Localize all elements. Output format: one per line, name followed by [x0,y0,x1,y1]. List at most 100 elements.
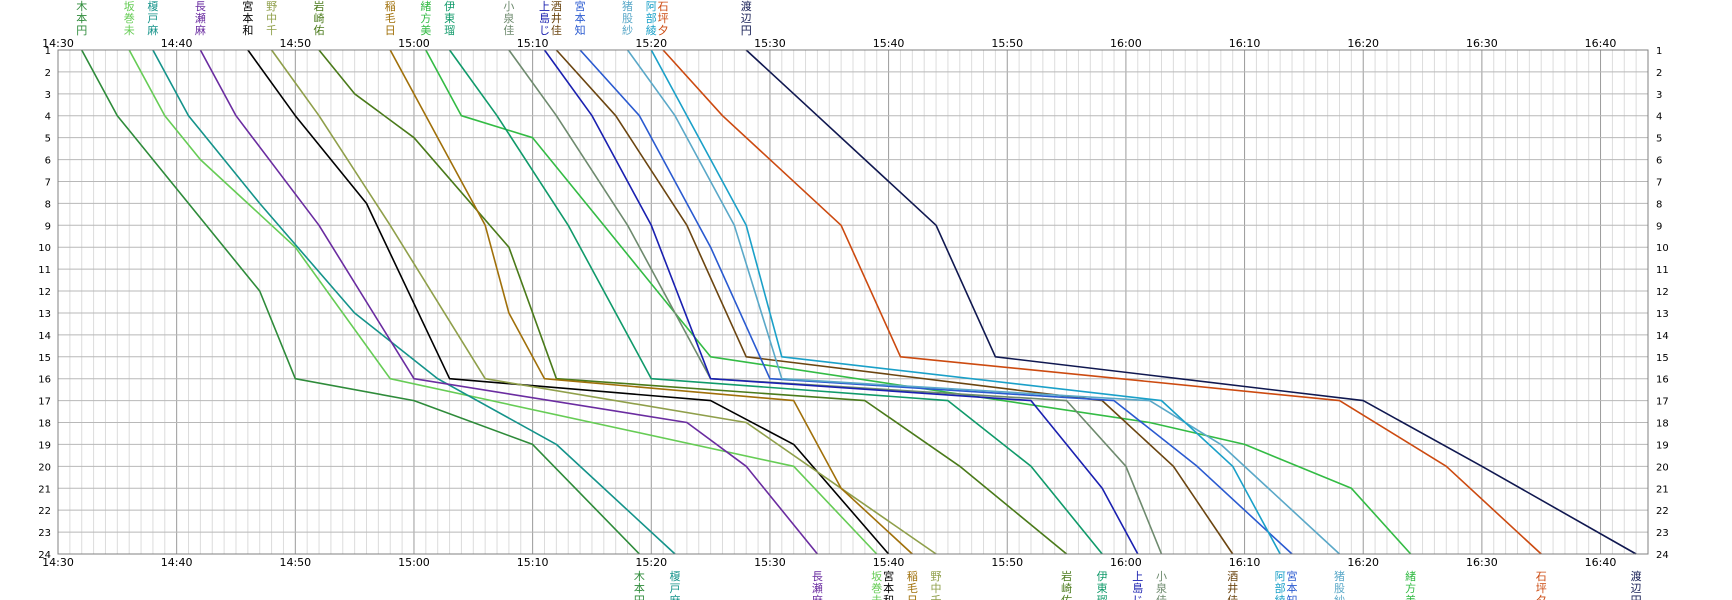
x-tick-label-top: 14:30 [42,37,74,50]
y-tick-label-left: 4 [45,112,51,123]
x-tick-label-top: 15:50 [991,37,1023,50]
series-name-top-char: 井 [551,11,562,25]
series-name-top-char: 夕 [658,24,669,37]
x-tick-label-bottom: 16:20 [1347,556,1379,569]
series-name-top-char: 坪 [658,12,669,25]
y-tick-label-right: 24 [1656,550,1669,561]
y-tick-label-left: 22 [38,506,51,517]
x-tick-label-top: 15:30 [754,37,786,50]
legend-top: 木本円坂巻未榎戸麻長瀬麻宮本和野中千岩崎佑稲毛日緒方美伊東瑠小泉佳上島じ酒井佳宮… [76,0,751,37]
y-tick-label-right: 2 [1656,68,1662,79]
series-line [318,49,1068,555]
series-name-top-char: 緒 [420,0,431,13]
y-tick-label-left: 20 [38,462,51,473]
series-name-top-char: 島 [539,11,550,25]
series-name-bottom-char: 宮 [1287,569,1298,583]
series-name-bottom-char: 瑠 [1097,594,1108,600]
series-name-bottom-char: 知 [1287,593,1298,600]
y-tick-label-right: 7 [1656,177,1662,188]
series-name-top-char: 小 [503,0,514,13]
series-name-bottom-char: 戸 [670,582,681,595]
y-tick-label-right: 9 [1656,221,1662,232]
series-name-bottom-char: 伊 [1097,570,1108,583]
series-name-bottom-char: 泉 [1156,581,1167,595]
y-tick-label-left: 19 [38,440,51,451]
y-tick-label-right: 17 [1656,397,1669,408]
series-line [389,49,913,555]
x-axis-bottom: 14:30 14:40 14:50 15:00 15:10 15:20 15:30 15:40… [42,556,1616,569]
series-name-bottom-char: 紗 [1334,594,1345,600]
x-tick-label-bottom: 16:10 [1229,556,1261,569]
y-tick-label-right: 19 [1656,440,1669,451]
series-name-bottom-char: 股 [1334,582,1345,595]
x-tick-label-top: 15:40 [873,37,905,50]
series-name-top-char: じ [539,24,550,37]
series-name-top-char: 円 [76,24,87,37]
series-name-top-char: 伊 [444,0,455,13]
series-name-bottom-char: 佑 [1061,593,1072,600]
series-line [662,49,1542,555]
series-name-bottom-char: 未 [871,594,882,600]
series-name-bottom-char: 東 [1097,582,1108,595]
series-name-top-char: 部 [646,11,657,25]
x-tick-label-bottom: 15:50 [991,556,1023,569]
series-name-bottom-char: 佳 [1227,593,1238,600]
series-name-top-char: 未 [124,24,135,37]
series-name-top-char: 股 [622,12,633,25]
series-name-bottom-char: 木 [634,570,645,583]
legend-bottom: 木本円 坂巻未 榎戸麻 長瀬麻 宮本和 野中千 岩崎佑 稲毛日 緒方美 伊東瑠 小泉佳 上島じ 酒井佳 宮… [634,569,1642,600]
x-tick-label-bottom: 15:30 [754,556,786,569]
series-line [199,49,819,555]
y-tick-label-right: 11 [1656,265,1669,276]
y-tick-label-right: 15 [1656,353,1669,364]
y-tick-label-left: 23 [38,528,51,539]
series-name-top-char: 麻 [195,23,206,37]
x-tick-label-top: 15:00 [398,37,430,50]
series-line [626,49,1341,555]
series-line [247,49,890,555]
y-tick-label-left: 9 [45,221,51,232]
series-name-top-char: 紗 [622,24,633,37]
series-name-bottom-char: 麻 [812,593,823,600]
series-name-bottom-char: 宮 [883,569,894,583]
x-tick-label-bottom: 16:40 [1585,556,1617,569]
series-name-top-char: 宮 [242,0,253,13]
y-tick-label-left: 12 [38,287,51,298]
series-name-bottom-char: じ [1132,594,1143,600]
y-tick-label-right: 1 [1656,46,1662,57]
series-name-bottom-char: 猪 [1334,570,1345,583]
series-line [745,49,1637,555]
x-tick-label-top: 16:30 [1466,37,1498,50]
x-tick-label-bottom: 14:30 [42,556,74,569]
y-tick-label-right: 5 [1656,134,1662,145]
series-name-top-char: 綾 [646,24,657,37]
y-tick-label-left: 24 [38,550,51,561]
series-name-bottom-char: 榎 [670,569,681,583]
y-tick-label-left: 16 [38,375,51,386]
series-name-top-char: 宮 [575,0,586,13]
y-tick-label-right: 20 [1656,462,1669,473]
series-name-bottom-char: 麻 [670,593,681,600]
series-line [555,49,1234,555]
y-tick-label-right: 23 [1656,528,1669,539]
x-tick-label-bottom: 15:40 [873,556,905,569]
series-name-top-char: 泉 [503,11,514,25]
y-tick-label-left: 17 [38,397,51,408]
y-tick-label-left: 2 [45,68,51,79]
series-name-top-char: 中 [266,12,277,25]
series-name-top-char: 石 [658,0,669,13]
series-name-bottom-char: 辺 [1631,582,1642,595]
series-name-top-char: 佑 [314,23,325,37]
series-line [152,49,676,555]
series-name-top-char: 榎 [147,0,158,13]
series-name-bottom-char: 上 [1132,570,1143,583]
y-tick-label-right: 16 [1656,375,1669,386]
y-tick-label-left: 5 [45,134,51,145]
series-name-top-char: 知 [575,23,586,37]
series-name-bottom-char: 石 [1536,570,1547,583]
series-name-bottom-char: 綾 [1275,594,1286,600]
y-tick-label-right: 21 [1656,484,1669,495]
x-tick-label-bottom: 14:40 [161,556,193,569]
